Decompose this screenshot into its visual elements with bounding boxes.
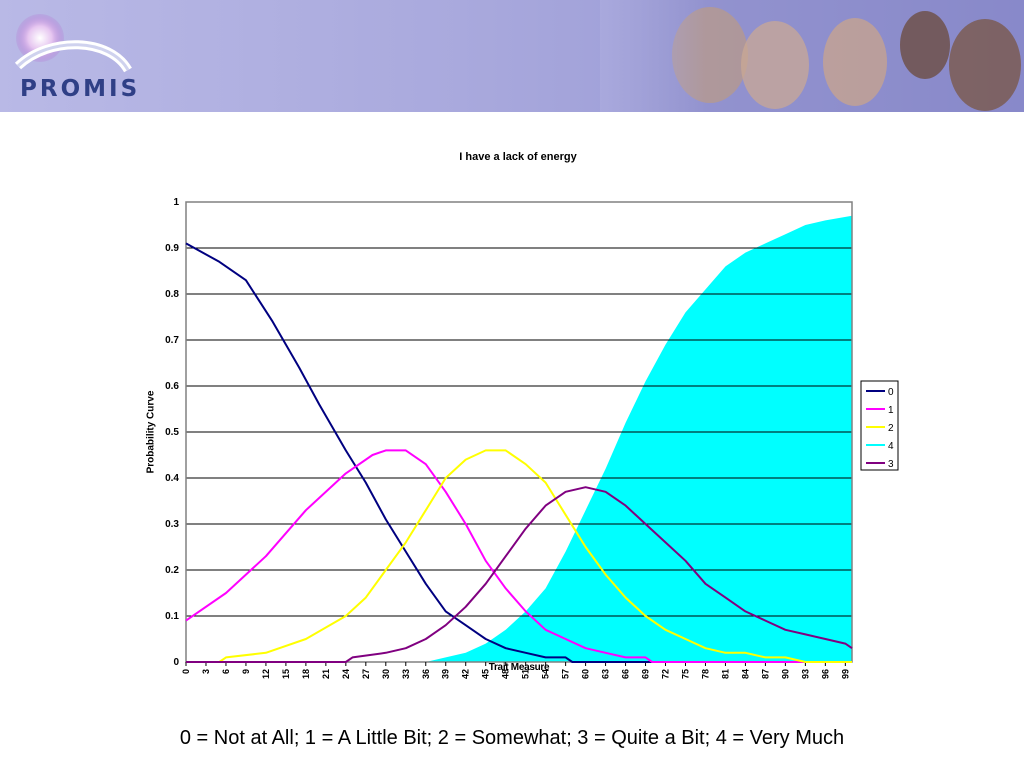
- legend-label-3: 3: [888, 459, 894, 470]
- series-4-area: [186, 215, 852, 663]
- x-tick-label: 6: [221, 669, 231, 674]
- x-tick-label: 93: [800, 669, 810, 679]
- x-tick-label: 75: [681, 669, 691, 679]
- x-tick-label: 48: [501, 669, 511, 679]
- x-tick-label: 12: [261, 669, 271, 679]
- x-tick-label: 96: [820, 669, 830, 679]
- x-tick-label: 66: [621, 669, 631, 679]
- legend-box: [860, 380, 899, 471]
- legend-label-0: 0: [888, 387, 894, 398]
- y-tick-label: 1: [173, 197, 179, 208]
- x-tick-label: 9: [241, 669, 251, 674]
- x-tick-label: 3: [201, 669, 211, 674]
- y-tick-label: 0: [173, 657, 179, 668]
- x-tick-label: 63: [601, 669, 611, 679]
- x-tick-label: 24: [341, 669, 351, 679]
- x-tick-label: 90: [780, 669, 790, 679]
- y-tick-label: 0.6: [165, 381, 179, 392]
- plot-border: [185, 201, 853, 663]
- x-tick-label: 81: [720, 669, 730, 679]
- y-tick-label: 0.1: [165, 611, 179, 622]
- x-tick-label: 39: [441, 669, 451, 679]
- legend-label-4: 4: [888, 441, 894, 452]
- promis-logo: [14, 14, 132, 73]
- legend-label-2: 2: [888, 423, 894, 434]
- logo-text: PROMIS: [20, 76, 141, 102]
- series-2-line: [186, 449, 852, 663]
- x-tick-label: 87: [760, 669, 770, 679]
- y-tick-label: 0.4: [165, 473, 179, 484]
- x-tick-label: 18: [301, 669, 311, 679]
- x-tick-label: 30: [381, 669, 391, 679]
- y-tick-label: 0.9: [165, 243, 179, 254]
- y-tick-label: 0.8: [165, 289, 179, 300]
- x-tick-label: 45: [481, 669, 491, 679]
- x-tick-label: 60: [581, 669, 591, 679]
- series-3-line: [186, 486, 853, 663]
- y-tick-label: 0.7: [165, 335, 179, 346]
- legend-caption: 0 = Not at All; 1 = A Little Bit; 2 = So…: [179, 727, 845, 749]
- y-tick-label: 0.5: [165, 427, 179, 438]
- chart-title: I have a lack of energy: [459, 151, 577, 163]
- x-tick-label: 99: [840, 669, 850, 679]
- x-tick-label: 69: [641, 669, 651, 679]
- x-tick-label: 27: [361, 669, 371, 679]
- x-tick-label: 54: [541, 669, 551, 679]
- x-tick-label: 72: [661, 669, 671, 679]
- x-tick-label: 57: [561, 669, 571, 679]
- x-tick-label: 78: [700, 669, 710, 679]
- x-tick-label: 15: [281, 669, 291, 679]
- people-photo: [600, 0, 1024, 112]
- x-tick-label: 42: [461, 669, 471, 679]
- header-banner: PROMIS: [0, 0, 1024, 112]
- x-tick-label: 51: [521, 669, 531, 679]
- series-0-line: [185, 242, 852, 663]
- legend-label-1: 1: [888, 405, 894, 416]
- x-tick-label: 84: [740, 669, 750, 679]
- x-tick-label: 0: [181, 669, 191, 674]
- x-axis-title: Trait Measure: [488, 662, 550, 673]
- series-1-line: [185, 449, 852, 663]
- y-tick-label: 0.3: [165, 519, 179, 530]
- y-tick-label: 0.2: [165, 565, 179, 576]
- x-tick-label: 33: [401, 669, 411, 679]
- x-tick-label: 21: [321, 669, 331, 679]
- x-tick-label: 36: [421, 669, 431, 679]
